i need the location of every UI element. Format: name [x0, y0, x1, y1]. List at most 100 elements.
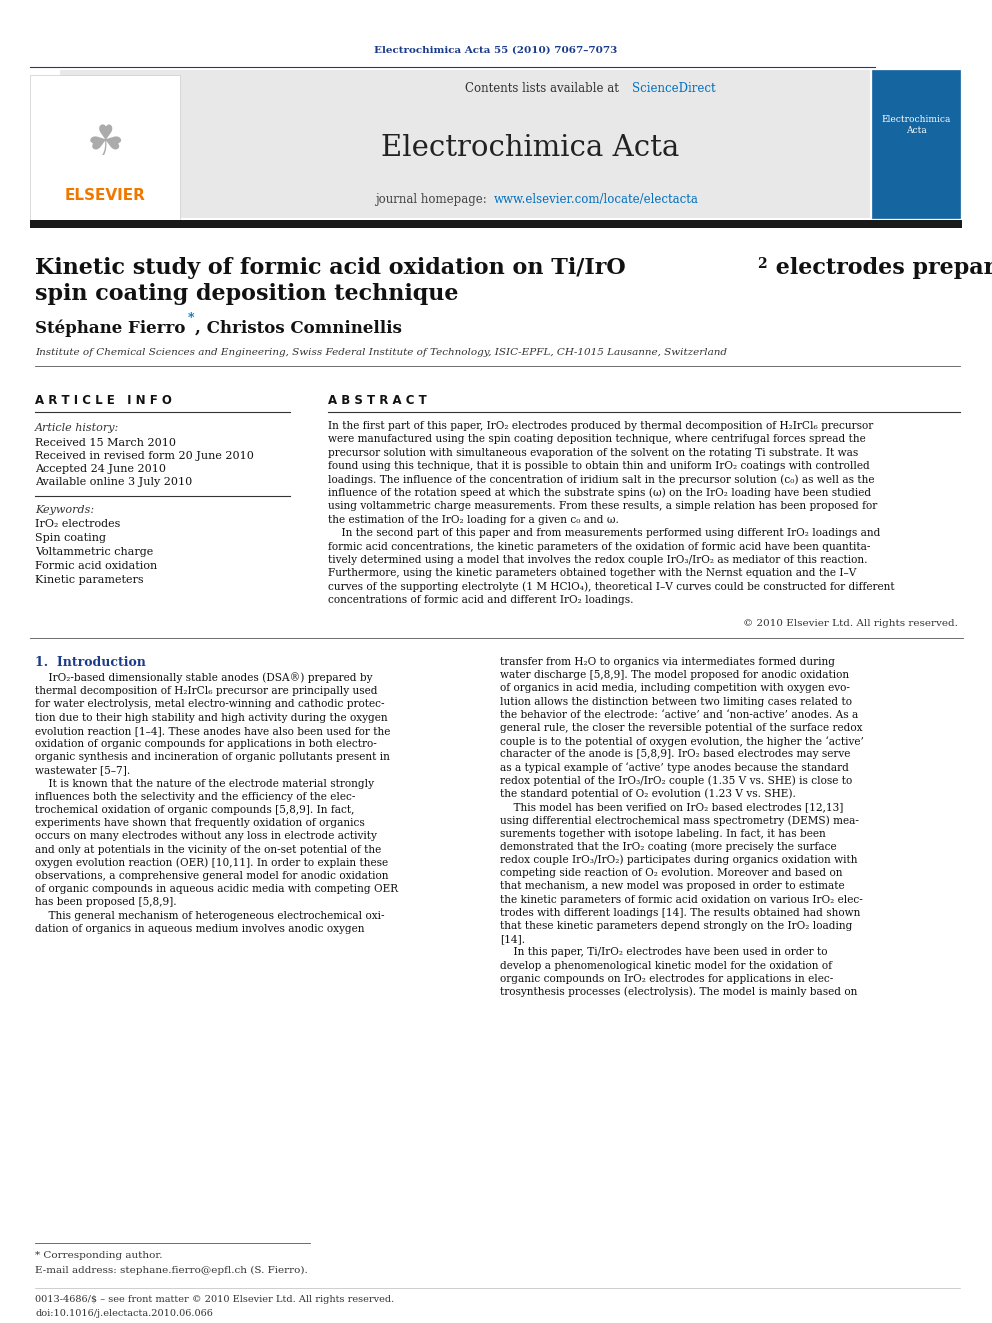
Text: 0013-4686/$ – see front matter © 2010 Elsevier Ltd. All rights reserved.: 0013-4686/$ – see front matter © 2010 El… [35, 1295, 394, 1304]
Text: A R T I C L E   I N F O: A R T I C L E I N F O [35, 393, 172, 406]
Text: organic synthesis and incineration of organic pollutants present in: organic synthesis and incineration of or… [35, 753, 390, 762]
Text: of organic compounds in aqueous acidic media with competing OER: of organic compounds in aqueous acidic m… [35, 884, 398, 894]
Bar [872, 70, 960, 218]
Text: thermal decomposition of H₂IrCl₆ precursor are principally used: thermal decomposition of H₂IrCl₆ precurs… [35, 687, 378, 696]
Text: IrO₂ electrodes: IrO₂ electrodes [35, 519, 120, 529]
Text: oxygen evolution reaction (OER) [10,11]. In order to explain these: oxygen evolution reaction (OER) [10,11].… [35, 857, 388, 868]
Text: Formic acid oxidation: Formic acid oxidation [35, 561, 158, 572]
Text: spin coating deposition technique: spin coating deposition technique [35, 283, 458, 306]
Text: 1.  Introduction: 1. Introduction [35, 655, 146, 668]
Text: Spin coating: Spin coating [35, 533, 106, 542]
Text: couple is to the potential of oxygen evolution, the higher the ‘active’: couple is to the potential of oxygen evo… [500, 736, 864, 746]
Text: tively determined using a model that involves the redox couple IrO₃/IrO₂ as medi: tively determined using a model that inv… [328, 556, 867, 565]
Text: has been proposed [5,8,9].: has been proposed [5,8,9]. [35, 897, 177, 908]
Text: general rule, the closer the reversible potential of the surface redox: general rule, the closer the reversible … [500, 722, 862, 733]
Text: In the second part of this paper and from measurements performed using different: In the second part of this paper and fro… [328, 528, 880, 538]
Text: that mechanism, a new model was proposed in order to estimate: that mechanism, a new model was proposed… [500, 881, 844, 892]
Text: doi:10.1016/j.electacta.2010.06.066: doi:10.1016/j.electacta.2010.06.066 [35, 1308, 213, 1318]
Text: tion due to their high stability and high activity during the oxygen: tion due to their high stability and hig… [35, 713, 388, 722]
Text: found using this technique, that it is possible to obtain thin and uniform IrO₂ : found using this technique, that it is p… [328, 462, 870, 471]
Text: evolution reaction [1–4]. These anodes have also been used for the: evolution reaction [1–4]. These anodes h… [35, 726, 391, 736]
Text: This general mechanism of heterogeneous electrochemical oxi-: This general mechanism of heterogeneous … [35, 910, 385, 921]
Text: were manufactured using the spin coating deposition technique, where centrifugal: were manufactured using the spin coating… [328, 434, 866, 445]
Text: demonstrated that the IrO₂ coating (more precisely the surface: demonstrated that the IrO₂ coating (more… [500, 841, 836, 852]
Text: electrodes prepared using the: electrodes prepared using the [768, 257, 992, 279]
Text: ScienceDirect: ScienceDirect [632, 82, 715, 94]
Text: concentrations of formic acid and different IrO₂ loadings.: concentrations of formic acid and differ… [328, 595, 634, 605]
Text: and only at potentials in the vicinity of the on-set potential of the: and only at potentials in the vicinity o… [35, 844, 381, 855]
Text: E-mail address: stephane.fierro@epfl.ch (S. Fierro).: E-mail address: stephane.fierro@epfl.ch … [35, 1265, 308, 1274]
Text: for water electrolysis, metal electro-winning and cathodic protec-: for water electrolysis, metal electro-wi… [35, 700, 385, 709]
Text: Keywords:: Keywords: [35, 505, 94, 515]
Text: 2: 2 [757, 257, 767, 271]
Text: formic acid concentrations, the kinetic parameters of the oxidation of formic ac: formic acid concentrations, the kinetic … [328, 541, 870, 552]
Text: influence of the rotation speed at which the substrate spins (ω) on the IrO₂ loa: influence of the rotation speed at which… [328, 488, 871, 499]
Text: * Corresponding author.: * Corresponding author. [35, 1252, 163, 1261]
Text: as a typical example of ‘active’ type anodes because the standard: as a typical example of ‘active’ type an… [500, 762, 849, 773]
Text: influences both the selectivity and the efficiency of the elec-: influences both the selectivity and the … [35, 791, 355, 802]
Text: ☘: ☘ [86, 122, 124, 164]
Text: dation of organics in aqueous medium involves anodic oxygen: dation of organics in aqueous medium inv… [35, 923, 364, 934]
Text: Institute of Chemical Sciences and Engineering, Swiss Federal Institute of Techn: Institute of Chemical Sciences and Engin… [35, 348, 727, 356]
Text: of organics in acid media, including competition with oxygen evo-: of organics in acid media, including com… [500, 684, 850, 693]
Text: redox potential of the IrO₃/IrO₂ couple (1.35 V vs. SHE) is close to: redox potential of the IrO₃/IrO₂ couple … [500, 775, 852, 786]
Text: surements together with isotope labeling. In fact, it has been: surements together with isotope labeling… [500, 828, 825, 839]
Text: It is known that the nature of the electrode material strongly: It is known that the nature of the elect… [35, 779, 374, 789]
Text: Voltammetric charge: Voltammetric charge [35, 546, 153, 557]
Text: precursor solution with simultaneous evaporation of the solvent on the rotating : precursor solution with simultaneous eva… [328, 447, 858, 458]
Text: © 2010 Elsevier Ltd. All rights reserved.: © 2010 Elsevier Ltd. All rights reserved… [743, 618, 958, 627]
Text: character of the anode is [5,8,9]. IrO₂ based electrodes may serve: character of the anode is [5,8,9]. IrO₂ … [500, 749, 850, 759]
Text: Received 15 March 2010: Received 15 March 2010 [35, 438, 176, 448]
Text: Stéphane Fierro: Stéphane Fierro [35, 319, 186, 337]
Text: competing side reaction of O₂ evolution. Moreover and based on: competing side reaction of O₂ evolution.… [500, 868, 842, 878]
Text: trochemical oxidation of organic compounds [5,8,9]. In fact,: trochemical oxidation of organic compoun… [35, 804, 354, 815]
Text: the estimation of the IrO₂ loading for a given c₀ and ω.: the estimation of the IrO₂ loading for a… [328, 515, 619, 525]
Text: Contents lists available at: Contents lists available at [465, 82, 623, 94]
Text: loadings. The influence of the concentration of iridium salt in the precursor so: loadings. The influence of the concentra… [328, 475, 875, 486]
Text: trosynthesis processes (electrolysis). The model is mainly based on: trosynthesis processes (electrolysis). T… [500, 987, 857, 998]
Text: A B S T R A C T: A B S T R A C T [328, 393, 427, 406]
Text: the kinetic parameters of formic acid oxidation on various IrO₂ elec-: the kinetic parameters of formic acid ox… [500, 894, 863, 905]
Text: Electrochimica Acta: Electrochimica Acta [381, 134, 680, 161]
Text: IrO₂-based dimensionally stable anodes (DSA®) prepared by: IrO₂-based dimensionally stable anodes (… [35, 672, 373, 684]
Text: observations, a comprehensive general model for anodic oxidation: observations, a comprehensive general mo… [35, 871, 389, 881]
Bar [30, 75, 180, 220]
Text: ELSEVIER: ELSEVIER [64, 188, 146, 202]
Text: experiments have shown that frequently oxidation of organics: experiments have shown that frequently o… [35, 818, 365, 828]
Bar [60, 70, 870, 218]
Text: www.elsevier.com/locate/electacta: www.elsevier.com/locate/electacta [494, 193, 699, 206]
Bar [30, 220, 962, 228]
Text: Furthermore, using the kinetic parameters obtained together with the Nernst equa: Furthermore, using the kinetic parameter… [328, 569, 856, 578]
Text: Kinetic study of formic acid oxidation on Ti/IrO: Kinetic study of formic acid oxidation o… [35, 257, 626, 279]
Text: the standard potential of O₂ evolution (1.23 V vs. SHE).: the standard potential of O₂ evolution (… [500, 789, 796, 799]
Text: Kinetic parameters: Kinetic parameters [35, 576, 144, 585]
Text: water discharge [5,8,9]. The model proposed for anodic oxidation: water discharge [5,8,9]. The model propo… [500, 671, 849, 680]
Text: that these kinetic parameters depend strongly on the IrO₂ loading: that these kinetic parameters depend str… [500, 921, 852, 931]
Text: journal homepage:: journal homepage: [375, 193, 490, 206]
Text: In this paper, Ti/IrO₂ electrodes have been used in order to: In this paper, Ti/IrO₂ electrodes have b… [500, 947, 827, 958]
Text: [14].: [14]. [500, 934, 525, 945]
Text: *: * [188, 312, 194, 325]
Text: This model has been verified on IrO₂ based electrodes [12,13]: This model has been verified on IrO₂ bas… [500, 802, 843, 812]
Text: develop a phenomenological kinetic model for the oxidation of: develop a phenomenological kinetic model… [500, 960, 832, 971]
Text: curves of the supporting electrolyte (1 M HClO₄), theoretical I–V curves could b: curves of the supporting electrolyte (1 … [328, 582, 895, 593]
Text: organic compounds on IrO₂ electrodes for applications in elec-: organic compounds on IrO₂ electrodes for… [500, 974, 833, 984]
Text: oxidation of organic compounds for applications in both electro-: oxidation of organic compounds for appli… [35, 740, 377, 749]
Text: redox couple IrO₃/IrO₂) participates during organics oxidation with: redox couple IrO₃/IrO₂) participates dur… [500, 855, 857, 865]
Text: trodes with different loadings [14]. The results obtained had shown: trodes with different loadings [14]. The… [500, 908, 860, 918]
Text: wastewater [5–7].: wastewater [5–7]. [35, 766, 130, 775]
Text: Article history:: Article history: [35, 423, 119, 433]
Text: transfer from H₂O to organics via intermediates formed during: transfer from H₂O to organics via interm… [500, 658, 835, 667]
Text: lution allows the distinction between two limiting cases related to: lution allows the distinction between tw… [500, 697, 852, 706]
Text: the behavior of the electrode: ‘active’ and ‘non-active’ anodes. As a: the behavior of the electrode: ‘active’ … [500, 710, 858, 720]
Text: In the first part of this paper, IrO₂ electrodes produced by thermal decompositi: In the first part of this paper, IrO₂ el… [328, 421, 873, 431]
Text: Available online 3 July 2010: Available online 3 July 2010 [35, 478, 192, 487]
Text: using voltammetric charge measurements. From these results, a simple relation ha: using voltammetric charge measurements. … [328, 501, 877, 512]
Text: using differential electrochemical mass spectrometry (DEMS) mea-: using differential electrochemical mass … [500, 815, 859, 826]
Text: Received in revised form 20 June 2010: Received in revised form 20 June 2010 [35, 451, 254, 460]
Text: Electrochimica Acta 55 (2010) 7067–7073: Electrochimica Acta 55 (2010) 7067–7073 [374, 45, 618, 54]
Text: Accepted 24 June 2010: Accepted 24 June 2010 [35, 464, 166, 474]
Text: occurs on many electrodes without any loss in electrode activity: occurs on many electrodes without any lo… [35, 831, 377, 841]
Text: , Christos Comninellis: , Christos Comninellis [195, 319, 402, 336]
Text: Electrochimica
Acta: Electrochimica Acta [881, 115, 950, 135]
